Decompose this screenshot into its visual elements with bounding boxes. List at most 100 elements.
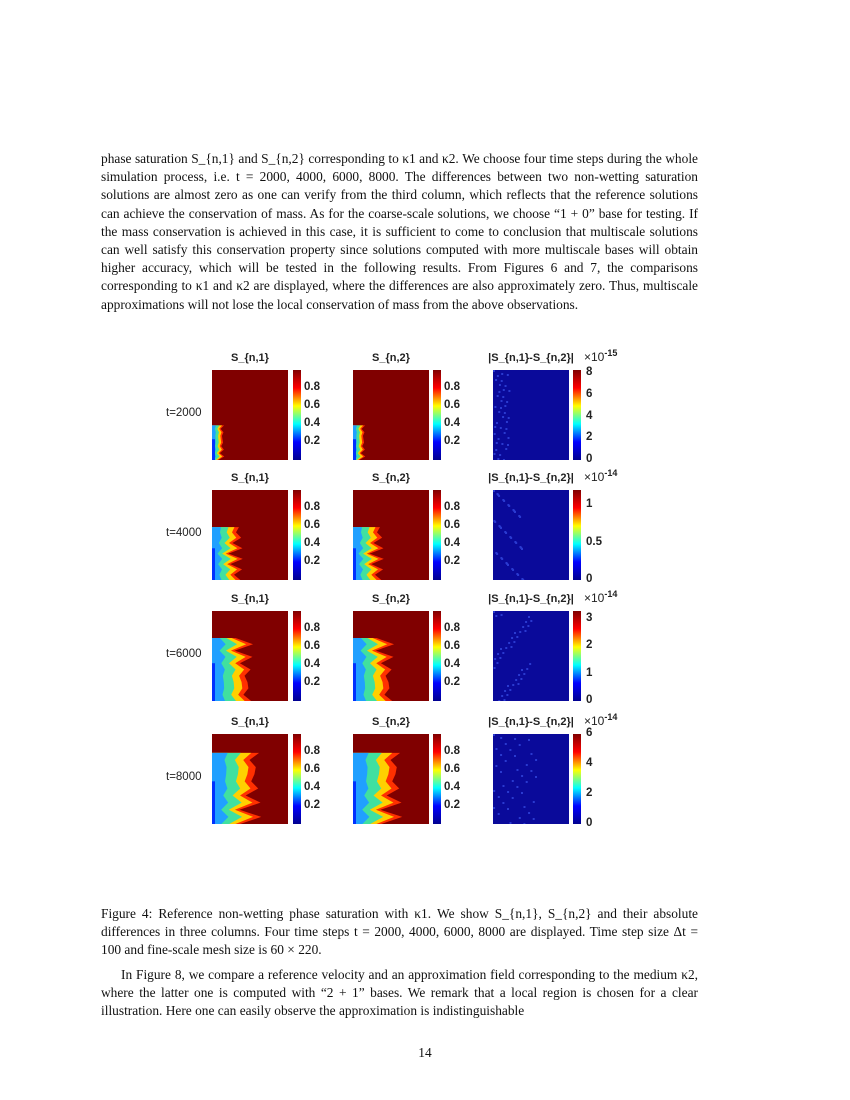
colorbar-tick-label: 0 [586, 694, 593, 706]
colorbar-tick-label: 0.6 [444, 519, 460, 531]
saturation-field-plot [353, 490, 429, 580]
colorbar-tick-label: 0 [586, 573, 593, 585]
colorbar-tick-label: 0.8 [304, 622, 320, 634]
colorbar-tick-label: 0.4 [304, 781, 320, 793]
colorbar [293, 370, 301, 460]
caption-text: Figure 4: Reference non-wetting phase sa… [101, 906, 698, 958]
colorbar-tick-label: 2 [586, 431, 593, 444]
colorbar-tick-label: 0.2 [444, 676, 460, 688]
difference-field-plot [493, 370, 569, 460]
column-title: S_{n,1} [231, 593, 269, 605]
colorbar-tick-label: 0.6 [304, 399, 320, 411]
colorbar-tick-label: 0.2 [304, 676, 320, 688]
saturation-field-plot [212, 370, 288, 460]
colorbar-tick-label: 0.4 [444, 417, 460, 429]
colorbar [433, 734, 441, 824]
colorbar-tick-label: 0.2 [444, 799, 460, 811]
saturation-field-plot [353, 370, 429, 460]
column-title: S_{n,1} [231, 716, 269, 728]
saturation-field-plot [212, 490, 288, 580]
column-title: S_{n,1} [231, 472, 269, 484]
colorbar-multiplier: ×10-15 [584, 348, 617, 364]
column-title: |S_{n,1}-S_{n,2}| [488, 352, 574, 364]
colorbar-tick-label: 0.4 [304, 537, 320, 549]
saturation-field-plot [212, 734, 288, 824]
colorbar-tick-label: 0.2 [304, 555, 320, 567]
multiplier-exponent: -14 [604, 712, 618, 722]
column-title: |S_{n,1}-S_{n,2}| [488, 593, 574, 605]
multiplier-exponent: -15 [604, 348, 618, 358]
colorbar-tick-label: 0.6 [304, 640, 320, 652]
colorbar [573, 370, 581, 460]
colorbar-tick-label: 0.6 [304, 519, 320, 531]
multiplier-base: ×10 [584, 470, 605, 484]
colorbar-tick-label: 0.8 [444, 745, 460, 757]
body-paragraph-2: In Figure 8, we compare a reference velo… [101, 966, 698, 1021]
colorbar [293, 734, 301, 824]
saturation-field-plot [353, 611, 429, 701]
saturation-field-plot [212, 611, 288, 701]
colorbar-tick-label: 1 [586, 666, 593, 679]
colorbar-tick-label: 0.2 [304, 435, 320, 447]
difference-field-plot [493, 734, 569, 824]
column-title: S_{n,2} [372, 352, 410, 364]
colorbar-tick-label: 0.8 [444, 622, 460, 634]
colorbar-tick-label: 0.6 [444, 399, 460, 411]
colorbar-tick-label: 0.4 [304, 658, 320, 670]
colorbar [433, 611, 441, 701]
column-title: S_{n,2} [372, 472, 410, 484]
multiplier-base: ×10 [584, 350, 605, 364]
colorbar-tick-label: 4 [586, 757, 593, 769]
saturation-field-plot [353, 734, 429, 824]
row-label: t=6000 [166, 648, 202, 660]
body-paragraph-1: phase saturation S_{n,1} and S_{n,2} cor… [101, 150, 698, 314]
multiplier-exponent: -14 [604, 589, 618, 599]
multiplier-base: ×10 [584, 714, 605, 728]
colorbar-tick-label: 0.6 [444, 640, 460, 652]
colorbar-multiplier: ×10-14 [584, 468, 617, 484]
difference-field-plot [493, 490, 569, 580]
colorbar-tick-label: 0.4 [444, 658, 460, 670]
colorbar [433, 490, 441, 580]
colorbar-tick-label: 4 [586, 409, 593, 422]
row-label: t=4000 [166, 527, 202, 539]
figure-caption: Figure 4: Reference non-wetting phase sa… [101, 905, 698, 960]
paragraph-text: In Figure 8, we compare a reference velo… [101, 967, 698, 1019]
colorbar-tick-label: 6 [586, 387, 593, 400]
column-title: S_{n,2} [372, 593, 410, 605]
colorbar-tick-label: 2 [586, 787, 593, 799]
row-label: t=2000 [166, 407, 202, 419]
colorbar-tick-label: 0.8 [304, 501, 320, 513]
column-title: S_{n,2} [372, 716, 410, 728]
column-title: |S_{n,1}-S_{n,2}| [488, 716, 574, 728]
colorbar [293, 611, 301, 701]
colorbar-tick-label: 0.6 [304, 763, 320, 775]
colorbar-tick-label: 0.2 [444, 555, 460, 567]
colorbar [293, 490, 301, 580]
colorbar-tick-label: 0.4 [304, 417, 320, 429]
colorbar-tick-label: 0 [586, 453, 593, 465]
multiplier-exponent: -14 [604, 468, 618, 478]
colorbar-tick-label: 1 [586, 498, 593, 510]
page-number: 14 [418, 1045, 432, 1060]
colorbar [433, 370, 441, 460]
colorbar-tick-label: 0.8 [444, 381, 460, 393]
colorbar [573, 734, 581, 824]
colorbar-multiplier: ×10-14 [584, 712, 617, 728]
colorbar-multiplier: ×10-14 [584, 589, 617, 605]
colorbar-tick-label: 0.4 [444, 537, 460, 549]
colorbar [573, 490, 581, 580]
difference-field-plot [493, 611, 569, 701]
colorbar-tick-label: 0.2 [444, 435, 460, 447]
colorbar-tick-label: 8 [586, 366, 593, 379]
paragraph-text: phase saturation S_{n,1} and S_{n,2} cor… [101, 151, 698, 312]
colorbar-tick-label: 0.2 [304, 799, 320, 811]
colorbar [573, 611, 581, 701]
colorbar-tick-label: 0.8 [304, 381, 320, 393]
column-title: S_{n,1} [231, 352, 269, 364]
colorbar-tick-label: 2 [586, 639, 593, 652]
colorbar-tick-label: 0.6 [444, 763, 460, 775]
colorbar-tick-label: 0.8 [304, 745, 320, 757]
colorbar-tick-label: 0.5 [586, 535, 602, 548]
